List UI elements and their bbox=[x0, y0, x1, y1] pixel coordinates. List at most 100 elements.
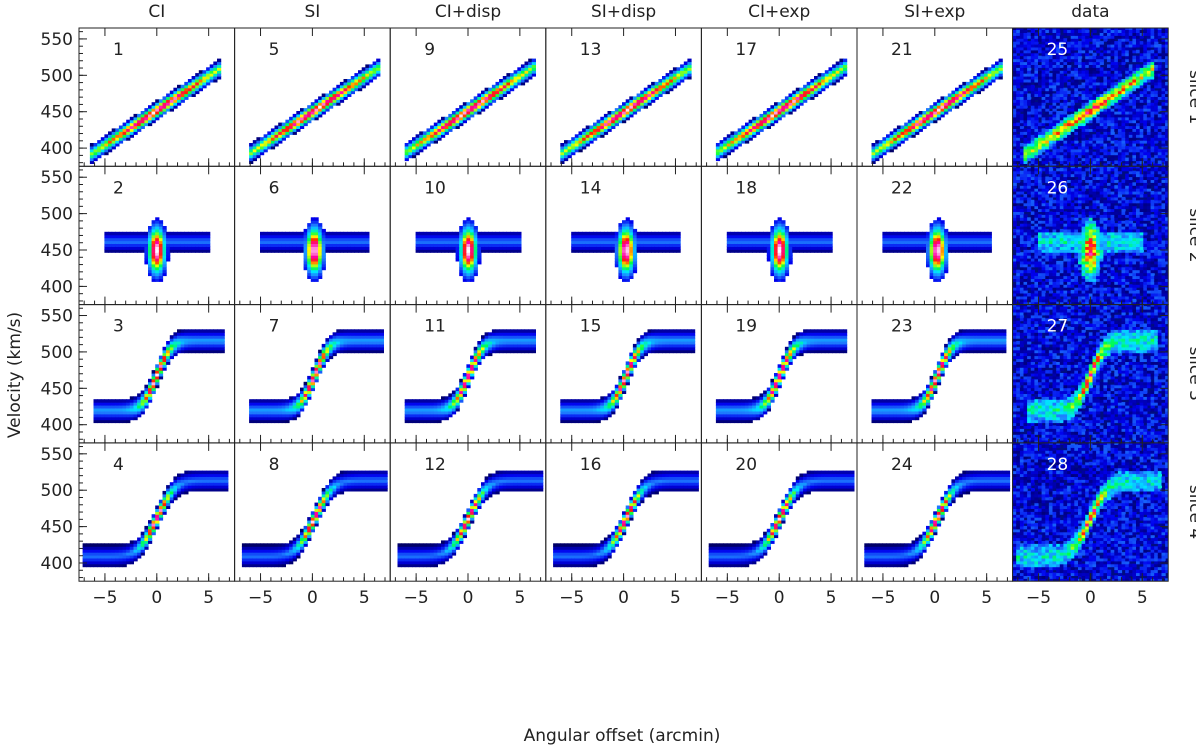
panel-17: 17 bbox=[700, 27, 858, 167]
row-label: slice 1 bbox=[1185, 70, 1196, 124]
panel-number-label: 8 bbox=[269, 455, 280, 475]
y-tick-label: 500 bbox=[41, 343, 73, 363]
y-axis-label: Velocity (km/s) bbox=[5, 312, 25, 438]
y-tick-label: 400 bbox=[41, 139, 73, 159]
panel-21: 21 bbox=[856, 27, 1014, 167]
panel-5: 5 bbox=[234, 27, 391, 167]
panel-28: 28 bbox=[1012, 442, 1169, 582]
panel-27: 27 bbox=[1012, 304, 1169, 444]
x-tick-label: 0 bbox=[463, 588, 474, 608]
panel-12: 12 bbox=[389, 442, 547, 582]
y-tick-label: 450 bbox=[41, 518, 73, 538]
x-tick-label: −5 bbox=[1026, 588, 1051, 608]
panel-number-label: 16 bbox=[580, 455, 602, 475]
x-tick-label: −5 bbox=[559, 588, 584, 608]
x-tick-label: 5 bbox=[981, 588, 992, 608]
panel-number-label: 21 bbox=[891, 40, 913, 60]
x-tick-label: −5 bbox=[715, 588, 740, 608]
panel-number-label: 18 bbox=[735, 178, 757, 198]
panel-number-label: 25 bbox=[1047, 40, 1069, 60]
x-tick-label: −5 bbox=[404, 588, 429, 608]
panel-number-label: 22 bbox=[891, 178, 913, 198]
panel-23: 23 bbox=[856, 304, 1014, 444]
panel-6: 6 bbox=[234, 165, 391, 306]
panel-9: 9 bbox=[389, 27, 547, 167]
panel-number-label: 20 bbox=[735, 455, 757, 475]
x-tick-label: −5 bbox=[870, 588, 895, 608]
x-tick-label: 0 bbox=[618, 588, 629, 608]
panel-number-label: 12 bbox=[424, 455, 446, 475]
column-label: data bbox=[1071, 2, 1109, 22]
panel-26: 26 bbox=[1012, 165, 1169, 306]
panel-11: 11 bbox=[389, 304, 547, 444]
x-tick-label: 0 bbox=[151, 588, 162, 608]
x-tick-label: 0 bbox=[307, 588, 318, 608]
y-tick-label: 550 bbox=[41, 168, 73, 188]
panel-number-label: 23 bbox=[891, 317, 913, 337]
panel-number-label: 13 bbox=[580, 40, 602, 60]
y-tick-label: 400 bbox=[41, 554, 73, 574]
column-label: SI+exp bbox=[904, 2, 965, 22]
panel-number-label: 15 bbox=[580, 317, 602, 337]
panel-19: 19 bbox=[700, 304, 858, 444]
panel-number-label: 7 bbox=[269, 317, 280, 337]
x-axis-label: Angular offset (arcmin) bbox=[524, 726, 721, 746]
y-tick-label: 500 bbox=[41, 481, 73, 501]
panel-14: 14 bbox=[545, 165, 702, 306]
x-tick-label: 5 bbox=[359, 588, 370, 608]
column-label: SI+disp bbox=[591, 2, 656, 22]
panel-number-label: 2 bbox=[113, 178, 124, 198]
panel-number-label: 27 bbox=[1047, 317, 1069, 337]
column-label: CI bbox=[148, 2, 165, 22]
y-tick-label: 550 bbox=[41, 445, 73, 465]
panel-8: 8 bbox=[234, 442, 391, 582]
y-tick-label: 550 bbox=[41, 307, 73, 327]
panel-number-label: 19 bbox=[735, 317, 757, 337]
panel-number-label: 6 bbox=[269, 178, 280, 198]
x-tick-label: −5 bbox=[92, 588, 117, 608]
y-tick-label: 450 bbox=[41, 241, 73, 261]
x-tick-label: 0 bbox=[1085, 588, 1096, 608]
panel-18: 18 bbox=[700, 165, 858, 306]
x-tick-label: 5 bbox=[203, 588, 214, 608]
column-label: SI bbox=[304, 2, 320, 22]
x-tick-label: 5 bbox=[514, 588, 525, 608]
panel-number-label: 1 bbox=[113, 40, 124, 60]
y-tick-label: 450 bbox=[41, 103, 73, 123]
panel-2: 2 bbox=[78, 165, 236, 306]
panel-number-label: 10 bbox=[424, 178, 446, 198]
panel-number-label: 14 bbox=[580, 178, 602, 198]
row-label: slice 4 bbox=[1185, 485, 1196, 539]
panel-15: 15 bbox=[545, 304, 702, 444]
panel-number-label: 4 bbox=[113, 455, 124, 475]
panel-number-label: 11 bbox=[424, 317, 446, 337]
panel-16: 16 bbox=[545, 442, 702, 582]
panel-3: 3 bbox=[78, 304, 236, 444]
panel-number-label: 3 bbox=[113, 317, 124, 337]
x-tick-label: 5 bbox=[1137, 588, 1148, 608]
panel-number-label: 26 bbox=[1047, 178, 1069, 198]
x-tick-label: 0 bbox=[929, 588, 940, 608]
y-tick-label: 500 bbox=[41, 205, 73, 225]
panel-25: 25 bbox=[1012, 27, 1169, 167]
panel-22: 22 bbox=[856, 165, 1014, 306]
row-label: slice 3 bbox=[1185, 347, 1196, 401]
panel-20: 20 bbox=[700, 442, 858, 582]
y-tick-label: 550 bbox=[41, 30, 73, 50]
row-labels: slice 1 slice 2 slice 3 slice 4 bbox=[1185, 70, 1196, 539]
y-tick-label: 450 bbox=[41, 379, 73, 399]
panel-number-label: 28 bbox=[1047, 455, 1069, 475]
x-tick-label: 0 bbox=[774, 588, 785, 608]
row-label: slice 2 bbox=[1185, 208, 1196, 262]
panel-24: 24 bbox=[856, 442, 1014, 582]
axes: −5 0 5 −5 0 5 −5 0 5 −5 0 5 −5 0 5 −5 0 5 −5 0 5 400 450 500 550… bbox=[41, 30, 1148, 608]
panel-grid: 1 5 9 13 17 21 252 6 10 14 18 22 263 7 11 15 19 23 274 8 12 1… bbox=[78, 27, 1169, 582]
y-tick-label: 500 bbox=[41, 66, 73, 86]
panel-13: 13 bbox=[545, 27, 702, 167]
panel-number-label: 24 bbox=[891, 455, 913, 475]
x-tick-label: −5 bbox=[248, 588, 273, 608]
x-tick-label: 5 bbox=[826, 588, 837, 608]
panel-10: 10 bbox=[389, 165, 547, 306]
panel-7: 7 bbox=[234, 304, 391, 444]
